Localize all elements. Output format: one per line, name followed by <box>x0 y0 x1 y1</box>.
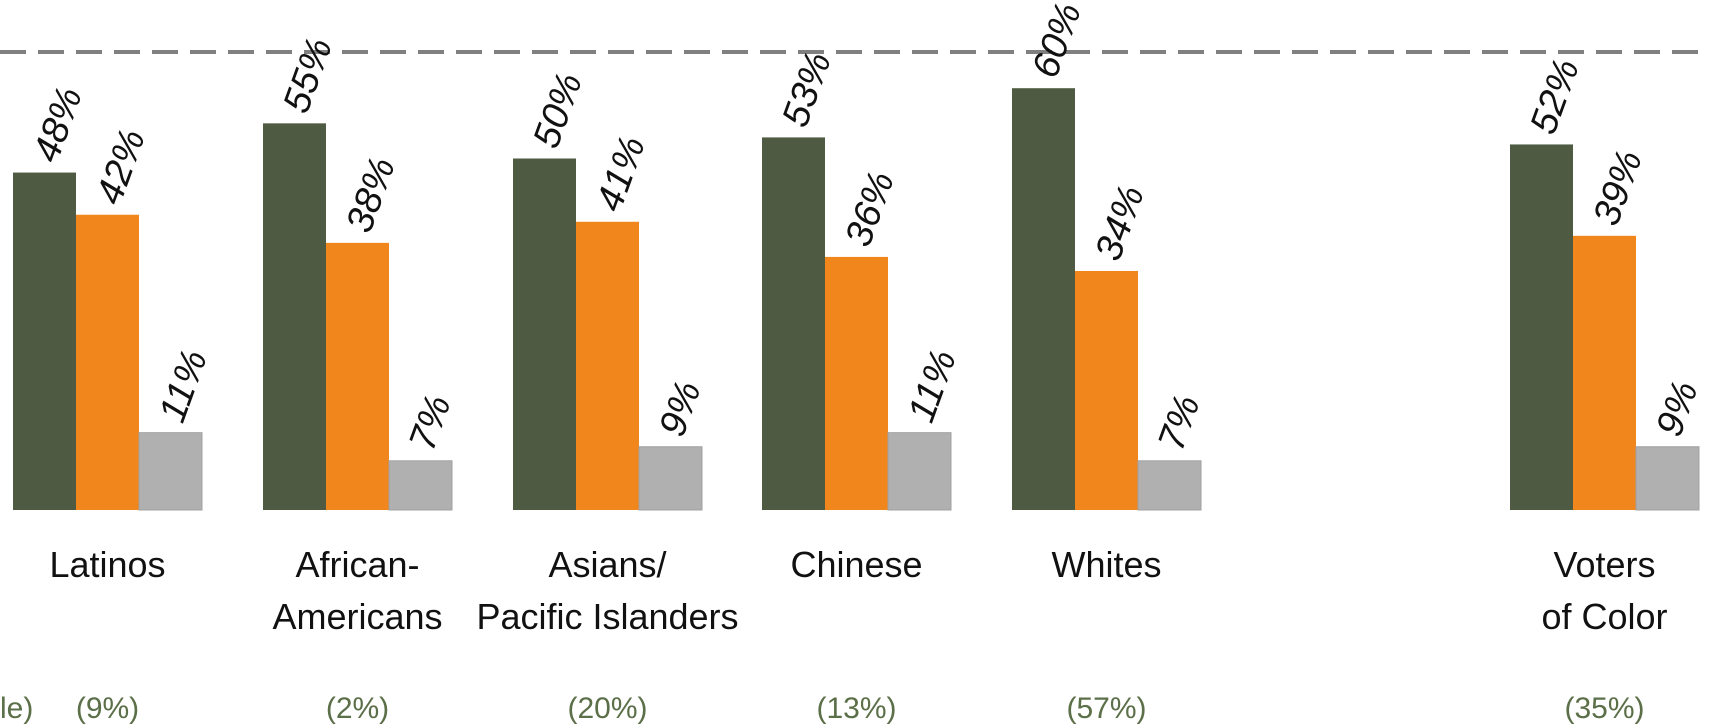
bars-group <box>13 88 1700 511</box>
value-label-series-1-1: 48% <box>25 82 90 168</box>
bar-series-3-2 <box>388 460 453 511</box>
share-label-2: (2%) <box>326 692 389 725</box>
bar-series-2-5 <box>1075 270 1138 510</box>
value-label-series-3-2: 7% <box>401 390 459 456</box>
share-label-6: (35%) <box>1564 692 1644 725</box>
category-label-2-line-1: African- <box>295 544 419 585</box>
bar-series-1-4 <box>762 137 825 510</box>
value-labels-group: 48%42% 11% 55% 38% 7% 50%41% 9% 53% 36% 11% 60% 34%… <box>25 0 1706 456</box>
share-label-4: (13%) <box>816 692 896 725</box>
category-label-6-line-2: of Color <box>1541 596 1667 637</box>
value-label-series-1-2: 55% <box>275 33 340 119</box>
bar-series-1-6 <box>1510 144 1573 510</box>
value-label-series-2-5: 34% <box>1087 180 1152 266</box>
bar-series-3-3 <box>638 446 703 511</box>
bar-series-2-3 <box>576 221 639 510</box>
value-label-series-2-6: 39% <box>1585 145 1650 231</box>
category-label-2-line-2: Americans <box>272 596 442 637</box>
bar-series-1-1 <box>13 172 76 510</box>
category-labels-group: Latinos (9%) African- Americans (2%) Asians/P… <box>49 544 1667 725</box>
value-label-series-3-5: 7% <box>1150 390 1208 456</box>
category-label-5-line-1: Whites <box>1051 544 1161 585</box>
bar-series-2-4 <box>825 256 888 510</box>
category-label-6-line-1: Voters <box>1553 544 1655 585</box>
value-label-series-2-2: 38% <box>338 152 403 238</box>
bar-series-3-1 <box>138 432 203 511</box>
value-label-series-3-3: 9% <box>651 376 709 442</box>
category-label-1-line-1: Latinos <box>49 544 165 585</box>
value-label-series-2-3: 41% <box>588 131 653 217</box>
bar-series-3-5 <box>1137 460 1202 511</box>
bar-series-3-4 <box>887 432 952 511</box>
value-label-series-3-6: 9% <box>1648 376 1706 442</box>
share-label-1: (9%) <box>76 692 139 725</box>
category-label-4-line-1: Chinese <box>790 544 922 585</box>
bar-series-2-1 <box>76 214 139 511</box>
bar-series-2-2 <box>326 242 389 511</box>
bar-series-1-2 <box>263 123 326 510</box>
value-label-series-1-4: 53% <box>774 47 839 133</box>
share-label-3: (20%) <box>567 692 647 725</box>
value-label-series-1-6: 52% <box>1522 54 1587 140</box>
value-label-series-2-1: 42% <box>88 124 153 210</box>
value-label-series-3-1: 11% <box>151 345 216 428</box>
bar-series-2-6 <box>1573 235 1636 510</box>
bar-series-1-3 <box>513 158 576 510</box>
bar-series-3-6 <box>1635 446 1700 511</box>
value-label-series-1-3: 50% <box>525 68 590 154</box>
category-label-3-line-2: Pacific Islanders <box>476 596 738 637</box>
bar-series-1-5 <box>1012 88 1075 510</box>
category-label-3-line-1: Asians/ <box>548 544 666 585</box>
share-label-5: (57%) <box>1066 692 1146 725</box>
value-label-series-1-5: 60% <box>1024 0 1089 83</box>
value-label-series-2-4: 36% <box>837 166 902 252</box>
left-partial-label: le) <box>0 692 33 725</box>
value-label-series-3-4: 11% <box>900 345 965 428</box>
